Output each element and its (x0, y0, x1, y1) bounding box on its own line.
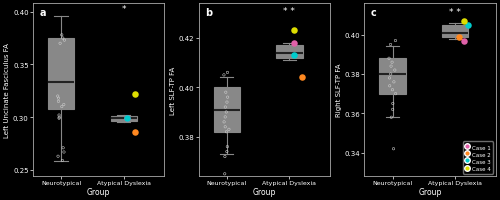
Point (298, 76, 306, 80)
Point (385, 57, 393, 61)
Point (220, 172, 228, 176)
Point (455, 36, 463, 39)
Point (392, 93, 400, 96)
Point (392, 40, 400, 43)
Text: *: * (122, 5, 126, 14)
Point (460, 40, 468, 43)
Point (55, 116, 63, 119)
Point (221, 155, 229, 158)
Point (388, 108, 396, 111)
Point (388, 89, 396, 92)
Point (222, 106, 230, 109)
Point (54, 100, 62, 103)
Point (55, 114, 63, 117)
Point (391, 69, 399, 72)
PathPatch shape (442, 26, 468, 37)
PathPatch shape (48, 39, 74, 109)
Point (131, 93, 139, 96)
Point (390, 147, 398, 151)
PathPatch shape (110, 117, 137, 122)
Point (58, 159, 66, 162)
Point (386, 77, 394, 80)
Point (220, 180, 228, 183)
Point (464, 24, 471, 27)
X-axis label: Group: Group (252, 187, 276, 196)
Point (224, 71, 232, 75)
Point (224, 145, 232, 148)
Point (226, 192, 234, 195)
X-axis label: Group: Group (87, 187, 110, 196)
Text: b: b (205, 8, 212, 18)
Text: a: a (40, 8, 46, 18)
Point (60, 39, 68, 43)
Point (58, 34, 66, 37)
PathPatch shape (380, 59, 406, 94)
Point (290, 42, 298, 45)
Point (124, 117, 132, 120)
Point (224, 96, 232, 99)
Point (387, 65, 395, 68)
Point (389, 102, 397, 106)
Point (54, 95, 62, 98)
Text: c: c (371, 8, 376, 18)
Point (124, 117, 132, 120)
Text: * *: * * (284, 7, 296, 16)
Point (131, 131, 139, 134)
PathPatch shape (214, 88, 240, 132)
Point (221, 116, 229, 119)
PathPatch shape (276, 46, 302, 58)
Point (386, 44, 394, 47)
Point (390, 81, 398, 84)
Point (60, 103, 68, 107)
Point (223, 101, 231, 104)
Point (222, 91, 230, 94)
Point (56, 42, 64, 46)
Point (290, 30, 298, 33)
Point (290, 54, 298, 57)
Point (220, 74, 228, 77)
Point (460, 20, 468, 23)
Point (386, 73, 394, 76)
Point (223, 150, 231, 153)
Text: * *: * * (449, 7, 461, 16)
Y-axis label: Left Uncinate Fasciculus FA: Left Uncinate Fasciculus FA (4, 43, 10, 137)
Y-axis label: Right SLF-TP FA: Right SLF-TP FA (336, 64, 342, 117)
Point (388, 116, 396, 119)
X-axis label: Group: Group (418, 187, 442, 196)
Point (222, 111, 230, 114)
Point (60, 151, 68, 154)
Point (225, 128, 233, 131)
Point (55, 117, 63, 120)
Point (54, 155, 62, 158)
Point (388, 61, 396, 64)
Point (220, 121, 228, 124)
Point (386, 85, 394, 88)
Point (58, 105, 66, 109)
Point (59, 37, 67, 40)
Y-axis label: Left SLF-TP FA: Left SLF-TP FA (170, 66, 176, 114)
Point (54, 97, 62, 100)
Point (226, 187, 234, 190)
Point (222, 131, 230, 134)
Legend: Case 1, Case 2, Case 3, Case 4: Case 1, Case 2, Case 3, Case 4 (463, 142, 493, 174)
Point (221, 126, 229, 129)
Point (59, 146, 67, 150)
